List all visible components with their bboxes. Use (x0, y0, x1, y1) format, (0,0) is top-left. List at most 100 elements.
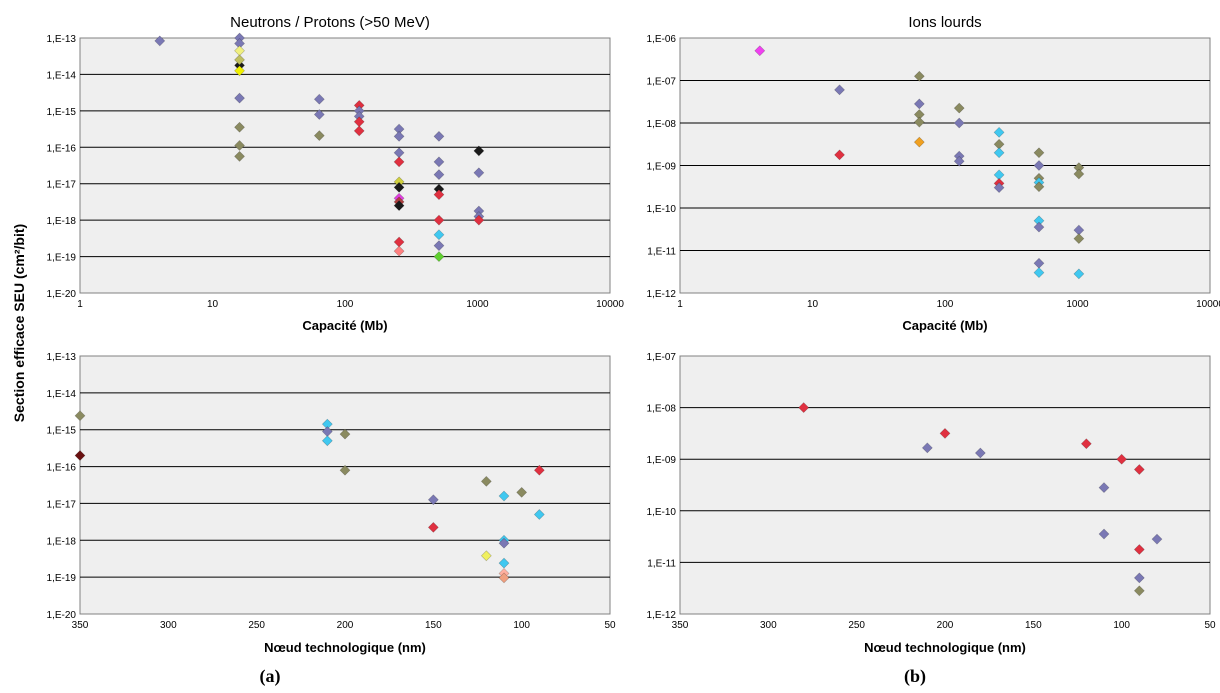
data-point (993, 147, 1005, 159)
data-point (516, 486, 528, 498)
x-tick-label: 10 (207, 299, 219, 310)
x-tick-label: 200 (337, 620, 354, 631)
x-tick-label: 50 (604, 620, 616, 631)
y-tick-label: 1,E-12 (647, 610, 677, 621)
data-point (393, 156, 405, 168)
data-point (234, 150, 245, 162)
panel-neutrons-protons-node: 1,E-20 1,E-19 1,E-18 1,E-17 1,E-16 1,E-15 1,E-… (47, 352, 616, 655)
y-tick-label: 1,E-09 (647, 162, 677, 173)
data-point (339, 428, 351, 440)
y-tick-label: 1,E-07 (647, 77, 677, 88)
data-point (1033, 267, 1045, 279)
y-tick-label: 1,E-09 (647, 455, 677, 466)
caption-a: (a) (260, 666, 281, 687)
caption-b: (b) (904, 666, 926, 687)
x-tick-label: 50 (1204, 620, 1216, 631)
y-tick-label: 1,E-13 (47, 352, 77, 363)
data-point (913, 70, 925, 82)
data-point (154, 35, 166, 47)
data-point (1033, 160, 1045, 171)
data-point (427, 494, 439, 506)
y-tick-label: 1,E-16 (47, 463, 77, 474)
x-axis-label: Capacité (Mb) (302, 318, 387, 333)
y-tick-label: 1,E-07 (647, 352, 677, 363)
x-axis-label: Nœud technologique (nm) (264, 640, 426, 655)
y-tick-label: 1,E-19 (47, 573, 77, 584)
data-point (498, 490, 510, 502)
y-tick-label: 1,E-13 (47, 34, 77, 45)
data-point (473, 214, 485, 226)
data-point (921, 442, 933, 454)
data-point (953, 155, 965, 167)
data-point (313, 130, 325, 142)
x-tick-label: 150 (1025, 620, 1042, 631)
data-point (498, 557, 510, 569)
y-tick-label: 1,E-10 (647, 204, 677, 215)
data-point (913, 116, 925, 128)
x-tick-label: 250 (848, 620, 865, 631)
data-point (427, 521, 439, 533)
data-point (1151, 533, 1163, 545)
x-tick-label: 300 (160, 620, 177, 631)
data-point (1098, 528, 1110, 540)
x-tick-label: 10 (807, 299, 819, 310)
panel-heavy-ions-capacity: Ions lourds 1,E-12 1,E-11 1,E-10 1,E-09 1,E-… (647, 14, 1220, 333)
data-point (754, 45, 766, 57)
panel-neutrons-protons-capacity: Neutrons / Protons (>50 MeV) 1,E-20 1,E-1… (47, 14, 625, 333)
data-point (234, 65, 245, 77)
data-point (1080, 438, 1092, 450)
x-tick-label: 10000 (596, 299, 624, 310)
chart-title: Neutrons / Protons (>50 MeV) (230, 14, 430, 31)
data-point (1033, 221, 1045, 233)
data-point (1116, 453, 1128, 465)
data-point (234, 140, 245, 151)
data-point (433, 169, 445, 181)
y-tick-label: 1,E-16 (47, 143, 77, 154)
data-point (798, 402, 810, 414)
x-tick-label: 10000 (1196, 299, 1220, 310)
data-point (473, 145, 485, 157)
x-tick-label: 100 (513, 620, 530, 631)
data-point (393, 245, 405, 257)
data-point (480, 550, 492, 562)
data-point (321, 435, 333, 447)
data-point (313, 109, 325, 120)
x-tick-label: 1 (677, 299, 683, 310)
data-point (313, 93, 325, 105)
data-point (993, 126, 1005, 138)
data-point (1133, 572, 1145, 584)
panel-heavy-ions-node: 1,E-12 1,E-11 1,E-10 1,E-09 1,E-08 1,E-07 350 3… (647, 352, 1216, 655)
data-point (74, 410, 86, 422)
y-axis-label: Section efficace SEU (cm²/bit) (11, 224, 27, 422)
data-point (1133, 464, 1145, 475)
data-point (1033, 147, 1045, 159)
data-point (913, 136, 925, 148)
data-point (473, 167, 485, 179)
data-point (433, 156, 445, 168)
x-tick-label: 100 (937, 299, 954, 310)
plot-area (679, 355, 1211, 615)
data-point (234, 54, 245, 66)
plot-area (79, 355, 611, 615)
data-point (939, 427, 951, 439)
data-point (433, 229, 445, 241)
y-tick-label: 1,E-20 (47, 610, 77, 621)
data-point (74, 450, 86, 461)
data-point (234, 92, 245, 104)
data-point (498, 537, 510, 549)
y-tick-label: 1,E-06 (647, 34, 677, 45)
x-tick-label: 1 (77, 299, 83, 310)
data-point (339, 464, 351, 476)
data-point (433, 214, 445, 226)
data-point (353, 125, 365, 137)
x-tick-label: 1000 (1066, 299, 1089, 310)
y-tick-label: 1,E-19 (47, 253, 77, 264)
data-point (1073, 233, 1085, 245)
y-tick-label: 1,E-15 (47, 426, 77, 437)
data-point (393, 130, 405, 142)
data-point (834, 84, 845, 96)
chart-title: Ions lourds (908, 14, 981, 31)
y-tick-label: 1,E-08 (647, 404, 677, 415)
data-point (1073, 268, 1085, 280)
